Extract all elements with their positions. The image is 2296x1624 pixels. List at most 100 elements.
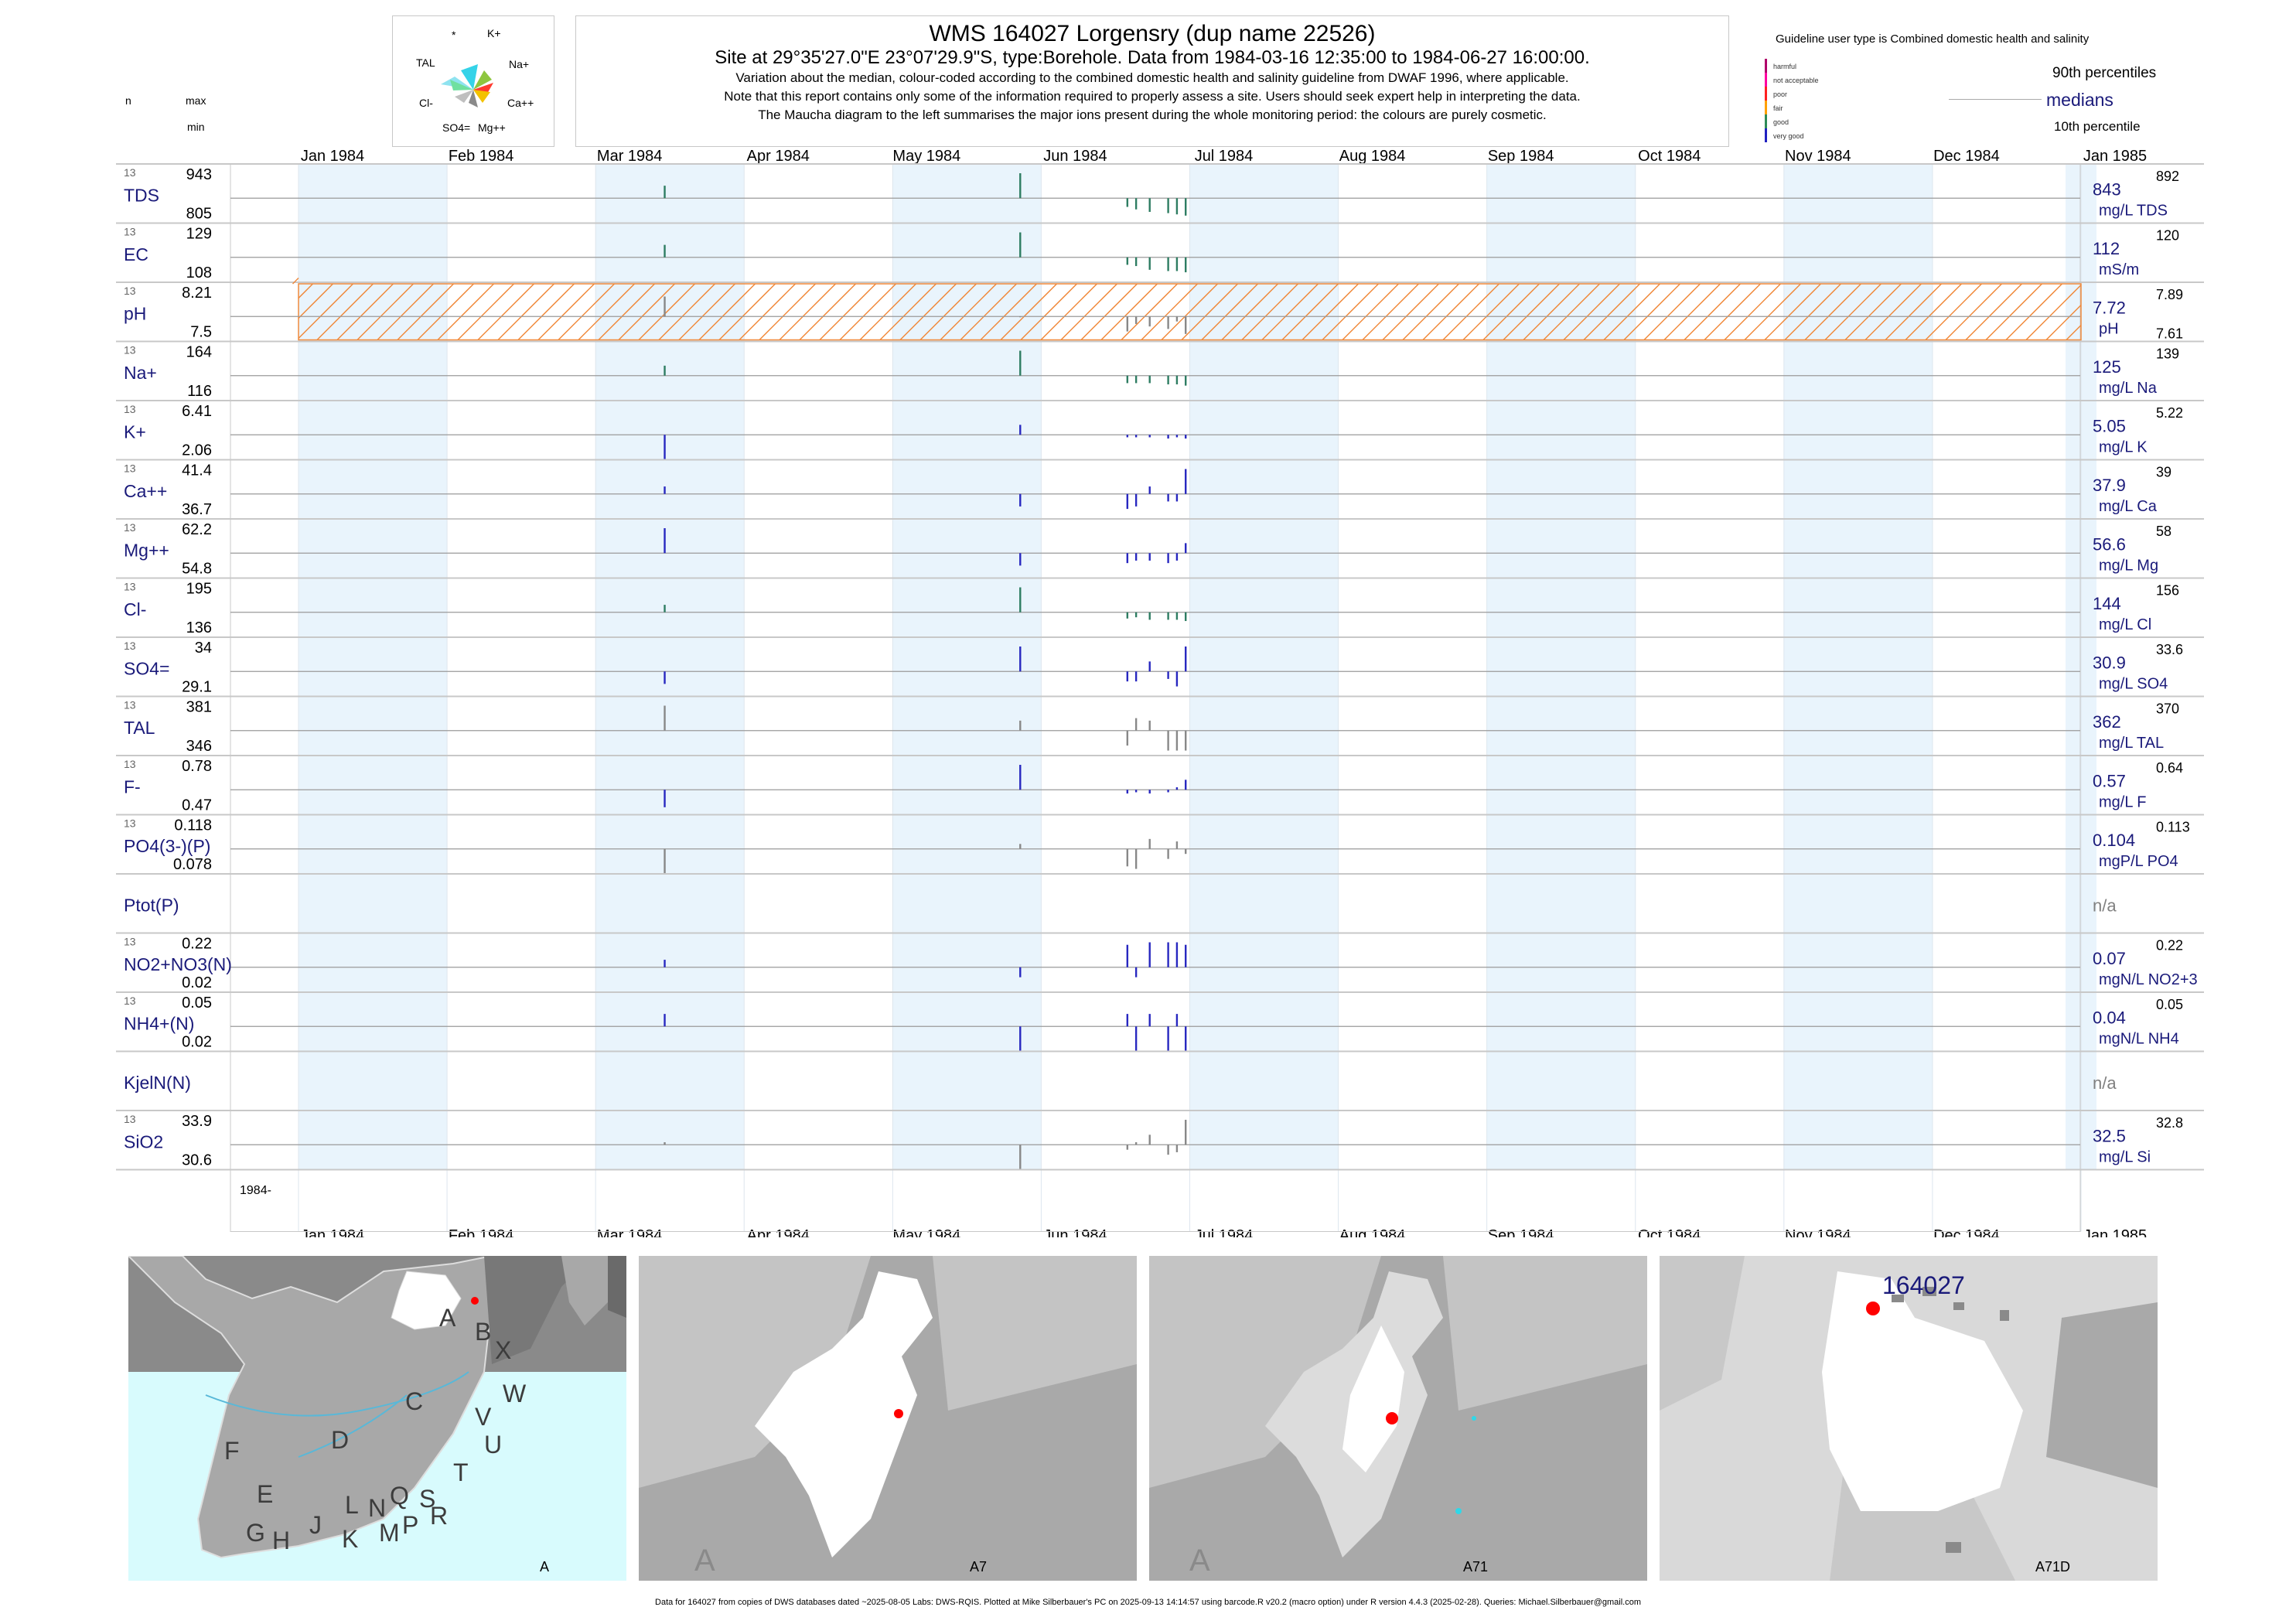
max-value: 381 bbox=[186, 699, 212, 716]
deviation-bar bbox=[1185, 435, 1187, 439]
ph-hatch-line bbox=[759, 283, 817, 341]
p90-value: 892 bbox=[2156, 169, 2179, 184]
ph-hatch-line bbox=[1342, 283, 1400, 341]
unit-label: mg/L SO4 bbox=[2099, 675, 2168, 692]
p90-value: 120 bbox=[2156, 228, 2179, 244]
ph-hatch-line bbox=[1281, 283, 1339, 341]
median-value: 5.05 bbox=[2093, 416, 2126, 435]
param-label: SO4= bbox=[124, 658, 169, 678]
deviation-bar bbox=[1148, 375, 1151, 384]
ph-hatch-line bbox=[1603, 283, 1661, 341]
ph-hatch-line bbox=[517, 283, 575, 341]
unit-label: mgN/L NH4 bbox=[2099, 1030, 2179, 1047]
deviation-bar bbox=[1134, 1142, 1138, 1145]
n-value: 13 bbox=[124, 226, 136, 238]
ph-hatch-line bbox=[2005, 283, 2063, 341]
deviation-bar bbox=[1134, 967, 1138, 977]
ph-hatch-line bbox=[638, 283, 696, 341]
param-label: TAL bbox=[124, 718, 155, 738]
ph-hatch-line bbox=[1482, 283, 1540, 341]
deviation-bar bbox=[1185, 198, 1187, 216]
ph-hatch-line bbox=[1824, 283, 1882, 341]
deviation-bar bbox=[1175, 1145, 1179, 1152]
deviation-bar bbox=[1134, 848, 1138, 869]
maucha-diagram-box: * K+ TAL Na+ Cl- Ca++ SO4= Mg++ bbox=[392, 15, 554, 147]
min-value: 36.7 bbox=[182, 501, 212, 518]
deviation-bar bbox=[1019, 1145, 1022, 1170]
ph-hatch-line bbox=[298, 283, 354, 339]
month-shade bbox=[595, 164, 745, 1170]
guideline-class: not acceptable bbox=[1765, 73, 1819, 87]
deviation-bar bbox=[1126, 435, 1129, 438]
deviation-bar bbox=[664, 296, 666, 317]
maucha-diagram bbox=[441, 64, 493, 107]
month-label-bottom: Oct 1984 bbox=[1638, 1227, 1701, 1237]
region-d: D bbox=[331, 1426, 350, 1454]
deviation-bar bbox=[664, 528, 666, 554]
deviation-bar bbox=[664, 244, 666, 258]
max-value: 34 bbox=[195, 640, 212, 657]
median-value: 56.6 bbox=[2093, 534, 2126, 554]
ph-hatch-line bbox=[1000, 283, 1058, 341]
map-label-a71: A71 bbox=[1463, 1559, 1489, 1575]
max-value: 943 bbox=[186, 166, 212, 183]
deviation-bar bbox=[1175, 316, 1179, 322]
deviation-bar bbox=[1185, 257, 1187, 273]
ph-hatch-line bbox=[316, 283, 374, 341]
param-label: EC bbox=[124, 244, 148, 264]
region-e: E bbox=[257, 1480, 274, 1508]
ph-hatch-line bbox=[1523, 283, 1581, 341]
deviation-bar bbox=[1134, 1026, 1138, 1052]
col-header-n: n bbox=[125, 94, 131, 107]
deviation-bar bbox=[1126, 316, 1129, 332]
n-value: 13 bbox=[124, 817, 136, 830]
guideline-class: fair bbox=[1765, 101, 1783, 114]
median-legend-line bbox=[1949, 99, 2042, 100]
min-value: 805 bbox=[186, 206, 212, 223]
region-p: P bbox=[402, 1511, 419, 1539]
deviation-bar bbox=[1126, 671, 1129, 682]
deviation-bar bbox=[1134, 612, 1138, 618]
month-label-top: Mar 1984 bbox=[597, 148, 663, 165]
median-value: 362 bbox=[2093, 712, 2121, 732]
guideline-class: harmful bbox=[1765, 59, 1796, 73]
deviation-bar bbox=[1167, 942, 1169, 967]
guideline-swatch bbox=[1765, 73, 1767, 87]
deviation-bar bbox=[1185, 730, 1187, 751]
max-value: 41.4 bbox=[182, 462, 212, 479]
min-value: 29.1 bbox=[182, 679, 212, 696]
ph-hatch-line bbox=[1764, 283, 1822, 341]
ph-hatch-line bbox=[2025, 284, 2082, 341]
month-label-top: Feb 1984 bbox=[449, 148, 514, 165]
month-label-bottom: Jan 1985 bbox=[2083, 1227, 2147, 1237]
deviation-bar bbox=[1134, 790, 1138, 793]
guideline-class-label: fair bbox=[1773, 104, 1783, 113]
deviation-bar bbox=[664, 1014, 666, 1027]
month-shade bbox=[892, 164, 1042, 1170]
ph-hatch-line bbox=[497, 283, 555, 341]
deviation-bar bbox=[1185, 647, 1187, 672]
unit-label: pH bbox=[2099, 320, 2119, 337]
deviation-bar bbox=[664, 671, 666, 684]
ph-hatch-line bbox=[1462, 283, 1520, 341]
region-a: A bbox=[439, 1304, 456, 1332]
deviation-bar bbox=[1019, 553, 1022, 566]
month-label-top: Dec 1984 bbox=[1933, 148, 2000, 165]
maucha-label-star: * bbox=[452, 29, 456, 41]
ph-hatch-line bbox=[980, 283, 1038, 341]
deviation-bar bbox=[1126, 848, 1129, 867]
deviation-bar bbox=[1185, 316, 1187, 334]
deviation-bar bbox=[1185, 469, 1187, 494]
ph-hatch-line bbox=[1020, 283, 1078, 341]
deviation-bar bbox=[1019, 587, 1022, 612]
region-u: U bbox=[484, 1431, 503, 1459]
median-value: 32.5 bbox=[2093, 1126, 2126, 1145]
median-value: 125 bbox=[2093, 357, 2121, 377]
month-label-bottom: Jul 1984 bbox=[1195, 1227, 1254, 1237]
deviation-bar bbox=[1019, 1026, 1022, 1052]
ph-hatch-line bbox=[799, 283, 857, 341]
param-label: Ca++ bbox=[124, 481, 167, 501]
deviation-bar bbox=[1148, 257, 1151, 270]
unit-label: mg/L Ca bbox=[2099, 498, 2158, 515]
median-value: 144 bbox=[2093, 594, 2121, 613]
